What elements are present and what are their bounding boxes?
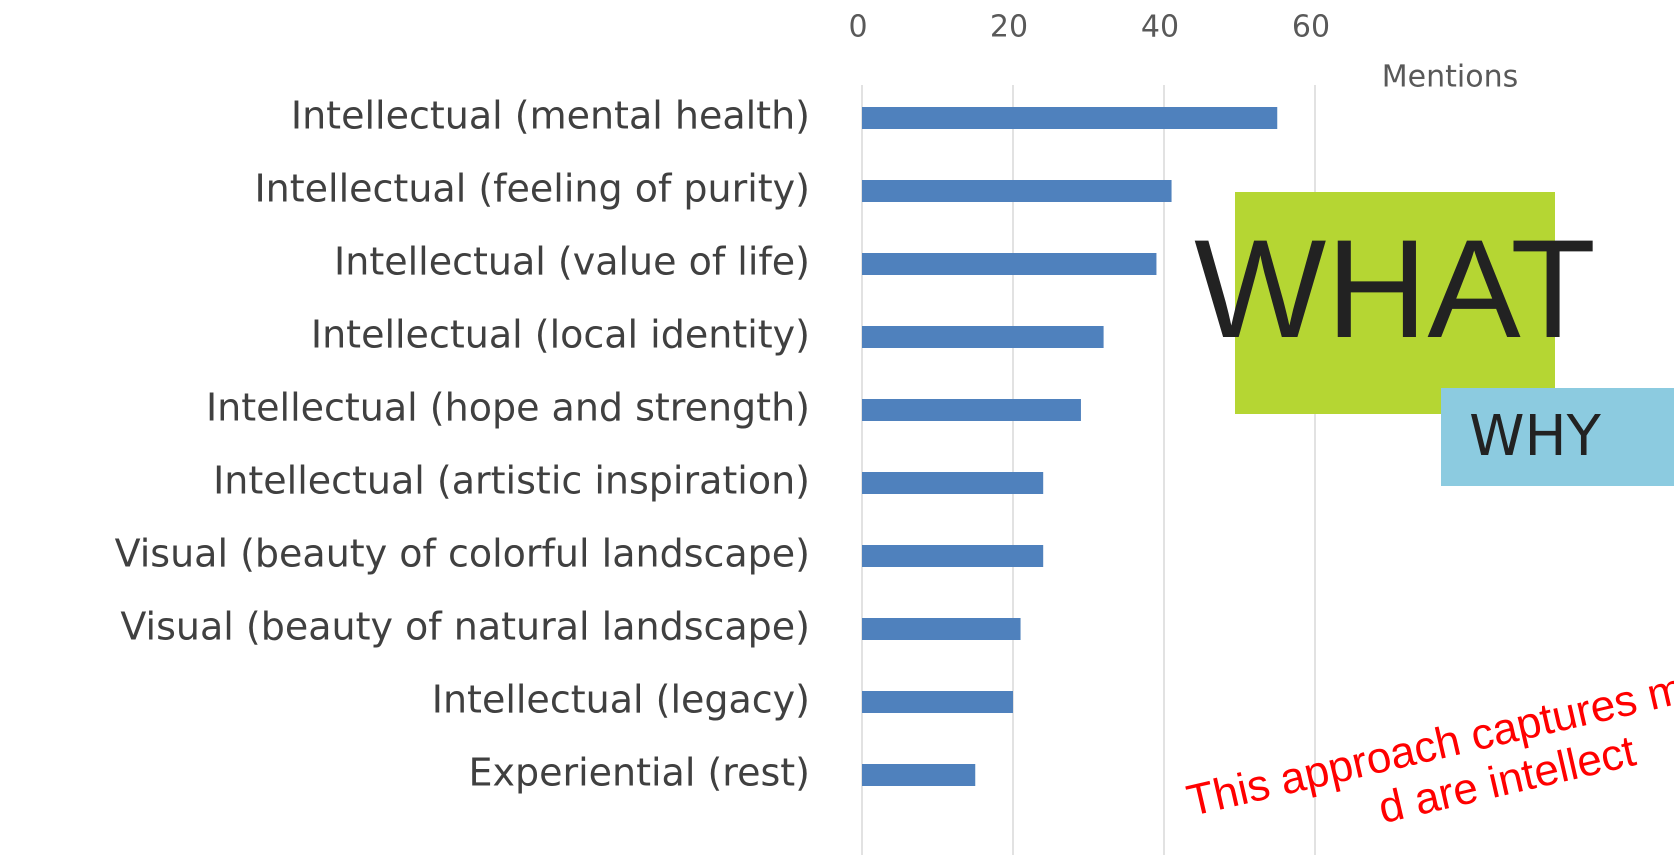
bar: [862, 472, 1044, 494]
bars: Intellectual (mental health) Intellectual…: [115, 94, 1278, 795]
bar: [862, 764, 976, 786]
y-tick-label: Visual (beauty of colorful landscape): [115, 532, 810, 576]
bar: [862, 545, 1044, 567]
image-what: WHAT: [1194, 192, 1596, 414]
y-tick-label: Experiential (rest): [468, 751, 810, 795]
x-axis-label: Mentions: [1382, 60, 1518, 95]
y-tick-label: Intellectual (artistic inspiration): [213, 459, 810, 503]
bar: [862, 326, 1104, 348]
y-tick-label: Intellectual (feeling of purity): [254, 167, 810, 211]
image-text: WHY: [1469, 404, 1601, 469]
image-why: WHY: [1441, 388, 1674, 486]
y-tick-label: Intellectual (local identity): [311, 313, 810, 357]
y-tick-label: Intellectual (hope and strength): [206, 386, 810, 430]
bar: [862, 180, 1172, 202]
y-tick-label: Intellectual (mental health): [291, 94, 810, 138]
x-tick-label: 40: [1141, 10, 1179, 45]
x-tick-label: 20: [990, 10, 1028, 45]
y-tick-label: Intellectual (legacy): [432, 678, 810, 722]
y-tick-label: Intellectual (value of life): [334, 240, 810, 284]
x-tick-label: 0: [848, 10, 867, 45]
bar: [862, 691, 1013, 713]
bar: [862, 253, 1157, 275]
y-tick-label: Visual (beauty of natural landscape): [120, 605, 810, 649]
bar: [862, 399, 1081, 421]
bar: [862, 618, 1021, 640]
image-text: WHAT: [1194, 210, 1596, 367]
bar: [862, 107, 1278, 129]
x-tick-label: 60: [1292, 10, 1330, 45]
